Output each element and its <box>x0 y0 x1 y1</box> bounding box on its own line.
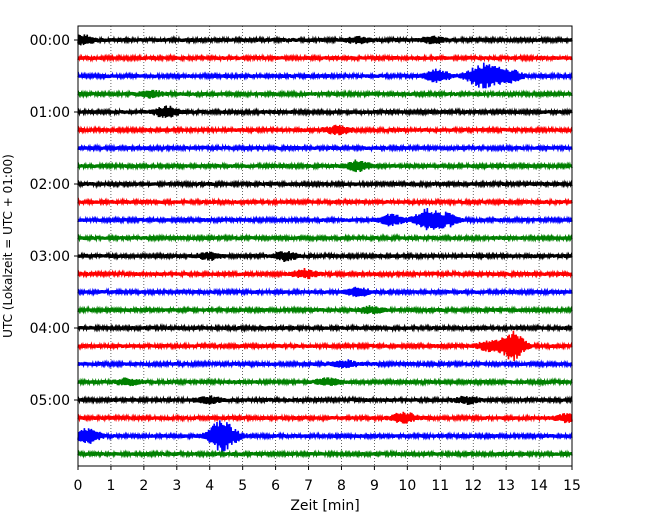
trace-0400 <box>77 322 573 334</box>
trace-0230 <box>77 207 573 231</box>
x-tick-label: 6 <box>271 478 280 494</box>
x-tick-label: 15 <box>563 478 581 494</box>
y-axis: 00:00 01:00 02:00 03:00 04:00 05:00 <box>30 33 78 409</box>
trace-0200 <box>77 179 573 190</box>
trace-0530 <box>77 420 573 453</box>
trace-0445 <box>77 377 573 387</box>
x-tick-label: 3 <box>172 478 181 494</box>
x-tick-label: 12 <box>464 478 482 494</box>
trace-0330 <box>77 286 573 298</box>
y-tick-label: 03:00 <box>30 249 70 265</box>
x-tick-label: 13 <box>497 478 515 494</box>
plot-frame <box>77 25 573 467</box>
plot-background <box>78 26 572 466</box>
grid-lines <box>110 26 540 466</box>
trace-0130 <box>77 143 573 153</box>
x-tick-label: 5 <box>238 478 247 494</box>
trace-0045 <box>77 89 573 99</box>
trace-0345 <box>77 305 573 315</box>
trace-0415 <box>77 330 573 362</box>
trace-0245 <box>77 233 573 243</box>
trace-0315 <box>77 268 573 280</box>
trace-0145 <box>77 159 573 173</box>
trace-0300 <box>77 251 573 262</box>
y-tick-label: 05:00 <box>30 393 70 409</box>
y-tick-label: 04:00 <box>30 321 70 337</box>
x-tick-label: 10 <box>398 478 416 494</box>
y-tick-label: 01:00 <box>30 105 70 121</box>
trace-0100 <box>77 105 573 118</box>
trace-0500 <box>77 395 573 405</box>
trace-0000 <box>77 34 573 46</box>
x-axis: 0 1 2 3 4 5 6 7 8 9 10 11 12 13 14 15 <box>74 466 581 494</box>
x-tick-label: 7 <box>304 478 313 494</box>
trace-0215 <box>77 197 573 207</box>
x-tick-label: 4 <box>205 478 214 494</box>
trace-0030 <box>77 62 573 89</box>
trace-0515 <box>77 411 573 424</box>
y-axis-label: UTC (Lokalzeit = UTC + 01:00) <box>1 154 15 338</box>
x-tick-label: 9 <box>370 478 379 494</box>
x-tick-label: 8 <box>337 478 346 494</box>
trace-0545 <box>77 448 573 459</box>
x-tick-label: 11 <box>431 478 449 494</box>
x-axis-label: Zeit [min] <box>290 498 359 514</box>
x-tick-label: 14 <box>530 478 548 494</box>
y-tick-label: 02:00 <box>30 177 70 193</box>
trace-0430 <box>77 359 573 369</box>
trace-0015 <box>77 52 573 63</box>
x-tick-label: 0 <box>74 478 83 494</box>
traces <box>77 34 573 459</box>
y-tick-label: 00:00 <box>30 33 70 49</box>
trace-0115 <box>77 124 573 136</box>
x-tick-label: 2 <box>139 478 148 494</box>
x-tick-label: 1 <box>106 478 115 494</box>
